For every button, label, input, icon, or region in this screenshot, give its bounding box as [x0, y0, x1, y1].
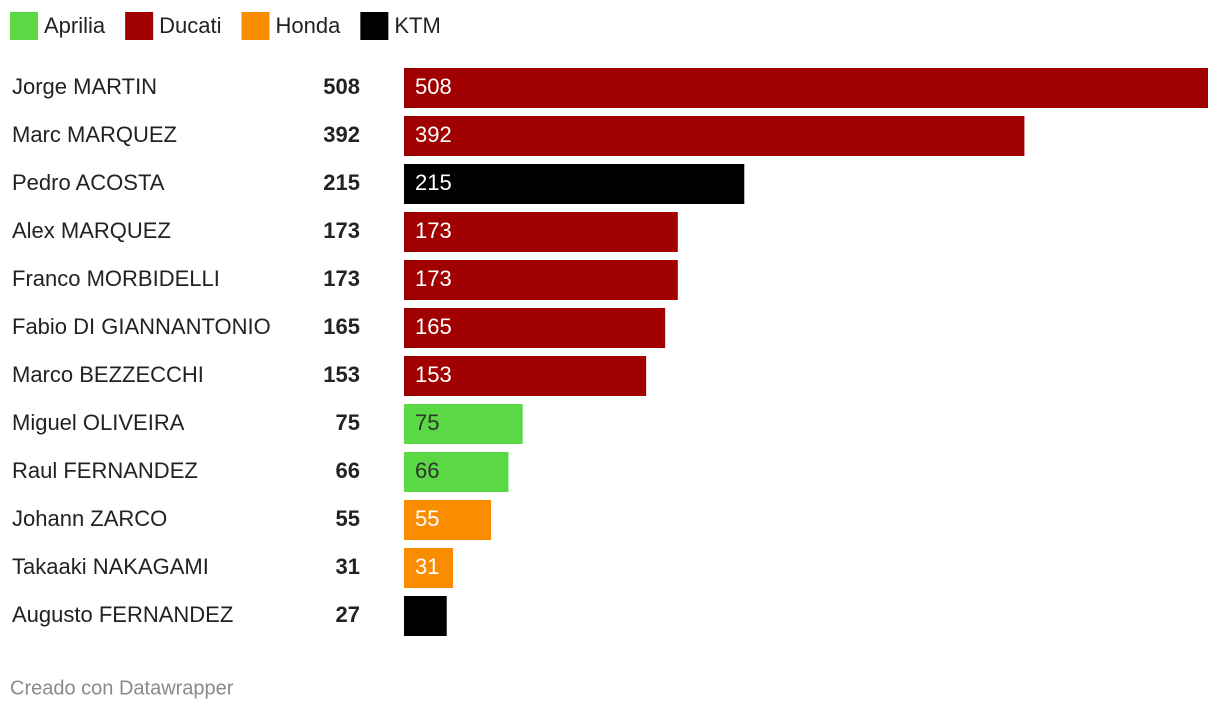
value-label: 215 — [323, 170, 360, 195]
value-label: 392 — [323, 122, 360, 147]
legend-label: Honda — [276, 13, 342, 38]
value-label: 508 — [323, 74, 360, 99]
bar — [404, 596, 447, 636]
legend-swatch — [10, 12, 38, 40]
bar-label: 75 — [415, 410, 439, 435]
credit: Creado con Datawrapper — [10, 677, 234, 699]
category-label: Miguel OLIVEIRA — [12, 410, 185, 435]
bar-label: 173 — [415, 266, 452, 291]
value-label: 66 — [336, 458, 360, 483]
bar-label: 215 — [415, 170, 452, 195]
bar — [404, 212, 678, 252]
value-label: 173 — [323, 266, 360, 291]
category-label: Pedro ACOSTA — [12, 170, 165, 195]
category-label: Fabio DI GIANNANTONIO — [12, 314, 271, 339]
bar — [404, 164, 745, 204]
bar — [404, 68, 1208, 108]
bar — [404, 404, 523, 444]
category-label: Johann ZARCO — [12, 506, 167, 531]
value-label: 55 — [336, 506, 360, 531]
bar-label: 165 — [415, 314, 452, 339]
value-label: 27 — [336, 602, 360, 627]
legend-swatch — [241, 12, 270, 40]
bar — [404, 356, 647, 396]
bar — [404, 500, 492, 540]
category-label: Marco BEZZECCHI — [12, 362, 204, 387]
category-label: Jorge MARTIN — [12, 74, 157, 99]
legend-label: Ducati — [159, 13, 221, 38]
bar-label: 55 — [415, 506, 439, 531]
bar-label: 66 — [415, 458, 439, 483]
category-label: Augusto FERNANDEZ — [12, 602, 233, 627]
legend-label: Aprilia — [44, 13, 106, 38]
bar — [404, 308, 666, 348]
value-label: 165 — [323, 314, 360, 339]
value-label: 75 — [336, 410, 360, 435]
category-label: Takaaki NAKAGAMI — [12, 554, 209, 579]
value-label: 31 — [336, 554, 360, 579]
bar — [404, 548, 454, 588]
category-label: Raul FERNANDEZ — [12, 458, 198, 483]
bar — [404, 452, 509, 492]
value-label: 153 — [323, 362, 360, 387]
legend-swatch — [360, 12, 389, 40]
bar-label: 31 — [415, 554, 439, 579]
category-label: Franco MORBIDELLI — [12, 266, 220, 291]
legend-swatch — [125, 12, 154, 40]
legend-label: KTM — [394, 13, 440, 38]
bar-label: 508 — [415, 74, 452, 99]
category-label: Alex MARQUEZ — [12, 218, 171, 243]
bar — [404, 116, 1025, 156]
bar-label: 392 — [415, 122, 452, 147]
bar-label: 153 — [415, 362, 452, 387]
category-label: Marc MARQUEZ — [12, 122, 177, 147]
bar-label: 173 — [415, 218, 452, 243]
bar — [404, 260, 678, 300]
value-label: 173 — [323, 218, 360, 243]
